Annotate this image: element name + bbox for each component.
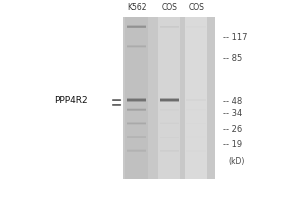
Bar [185, 17, 207, 179]
Text: COS: COS [188, 3, 204, 12]
Bar [158, 17, 181, 179]
Text: -- 26: -- 26 [223, 125, 242, 134]
Text: -- 19: -- 19 [223, 140, 242, 149]
Text: -- 85: -- 85 [223, 54, 242, 63]
Text: -- 34: -- 34 [223, 109, 242, 118]
Text: -- 117: -- 117 [223, 33, 247, 42]
Text: -- 48: -- 48 [223, 97, 242, 106]
Text: COS: COS [161, 3, 177, 12]
Text: K562: K562 [127, 3, 146, 12]
Text: (kD): (kD) [229, 157, 245, 166]
Bar [125, 17, 148, 179]
Bar [123, 17, 215, 179]
Text: PPP4R2: PPP4R2 [54, 96, 88, 105]
